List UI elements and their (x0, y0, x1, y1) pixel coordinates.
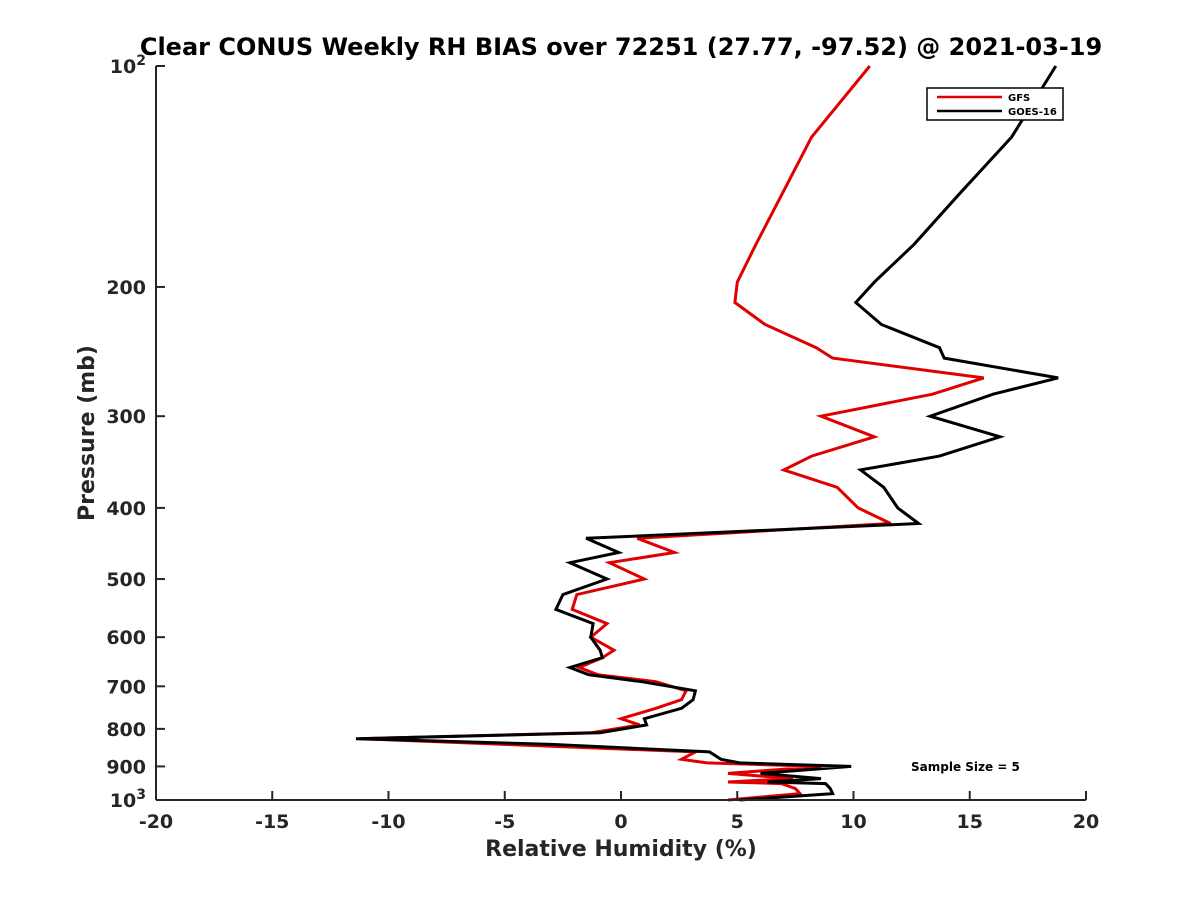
series-group (355, 65, 1059, 802)
y-tick-label: 700 (106, 676, 146, 698)
y-tick-label: 900 (106, 756, 146, 778)
x-tick-label: -5 (494, 811, 515, 833)
x-tick-label: 5 (731, 811, 744, 833)
y-tick-label: 400 (106, 498, 146, 520)
y-tick-label: 200 (106, 277, 146, 299)
y-axis-label: Pressure (mb) (75, 345, 100, 521)
x-tick-label: -15 (255, 811, 289, 833)
y-tick-label: 500 (106, 569, 146, 591)
sample-size-annotation: Sample Size = 5 (911, 760, 1020, 774)
legend: GFS GOES-16 (926, 87, 1064, 121)
series-line-goes16 (355, 65, 1059, 802)
y-tick-label: 300 (106, 406, 146, 428)
x-tick-label: 10 (840, 811, 866, 833)
y-tick-label: 800 (106, 719, 146, 741)
x-tick-label: -10 (371, 811, 405, 833)
legend-label-gfs: GFS (1008, 93, 1030, 104)
x-ticks: -20 -15 -10 -5 0 5 10 15 20 (139, 791, 1099, 833)
y-ticks: 200 300 400 500 600 700 800 900 102 103 (106, 53, 165, 812)
series-line-gfs (360, 65, 985, 802)
y-tick-label-power: 103 (110, 787, 146, 812)
x-tick-label: 15 (957, 811, 983, 833)
x-tick-label: -20 (139, 811, 173, 833)
x-tick-label: 0 (614, 811, 627, 833)
legend-box (926, 87, 1064, 121)
legend-label-goes16: GOES-16 (1008, 107, 1057, 118)
y-tick-label: 600 (106, 627, 146, 649)
x-tick-label: 20 (1073, 811, 1099, 833)
y-tick-label-power: 102 (110, 53, 146, 78)
x-axis-label: Relative Humidity (%) (485, 837, 757, 862)
chart-title: Clear CONUS Weekly RH BIAS over 72251 (2… (140, 33, 1102, 61)
